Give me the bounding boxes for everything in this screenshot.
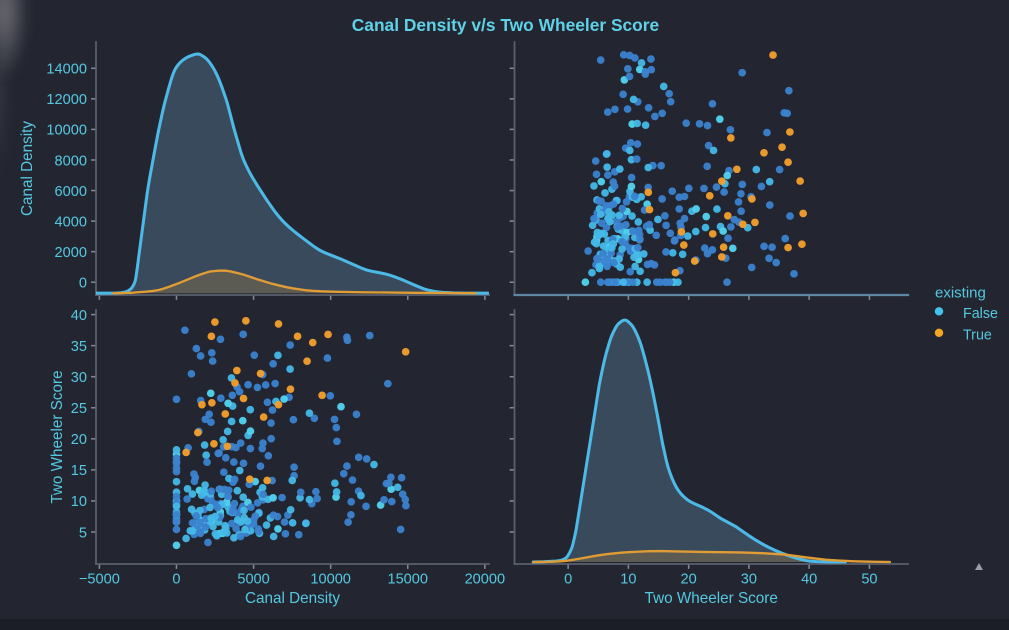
svg-text:15000: 15000 (387, 572, 428, 588)
svg-text:30: 30 (741, 572, 757, 588)
svg-text:14000: 14000 (46, 62, 87, 78)
svg-text:5: 5 (79, 525, 87, 541)
svg-text:20: 20 (681, 572, 697, 588)
svg-text:12000: 12000 (46, 92, 87, 108)
svg-text:0: 0 (172, 572, 180, 588)
svg-text:10: 10 (620, 572, 636, 588)
svg-text:Two Wheeler Score: Two Wheeler Score (49, 370, 66, 503)
svg-text:8000: 8000 (55, 153, 87, 169)
svg-text:Canal Density: Canal Density (19, 121, 36, 216)
svg-text:6000: 6000 (55, 184, 87, 200)
svg-text:Canal Density: Canal Density (245, 590, 340, 607)
svg-text:False: False (963, 306, 998, 322)
svg-text:10000: 10000 (46, 123, 87, 139)
svg-text:True: True (963, 327, 992, 343)
svg-text:2000: 2000 (55, 245, 87, 261)
svg-text:0: 0 (564, 572, 572, 588)
svg-text:Canal Density v/s Two Wheeler: Canal Density v/s Two Wheeler Score (352, 15, 660, 35)
svg-text:20: 20 (71, 432, 87, 448)
svg-text:40: 40 (71, 308, 87, 324)
svg-text:50: 50 (861, 572, 877, 588)
svg-text:10: 10 (71, 494, 87, 510)
svg-text:existing: existing (935, 284, 986, 301)
svg-text:Two Wheeler Score: Two Wheeler Score (645, 590, 778, 607)
svg-text:10000: 10000 (310, 572, 351, 588)
svg-text:20000: 20000 (465, 572, 506, 588)
svg-text:15: 15 (71, 463, 87, 479)
svg-text:30: 30 (71, 370, 87, 386)
svg-text:25: 25 (71, 401, 87, 417)
svg-text:0: 0 (79, 276, 87, 292)
svg-text:35: 35 (71, 339, 87, 355)
svg-text:−5000: −5000 (79, 572, 120, 588)
svg-text:4000: 4000 (55, 214, 87, 230)
svg-text:5000: 5000 (237, 572, 269, 588)
svg-text:40: 40 (801, 572, 817, 588)
